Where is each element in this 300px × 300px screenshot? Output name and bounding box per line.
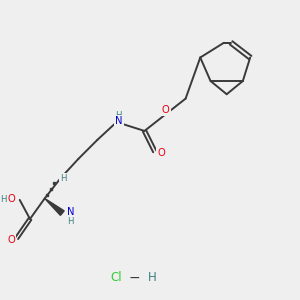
- Text: H: H: [0, 195, 7, 204]
- Text: −: −: [128, 271, 140, 285]
- Text: O: O: [8, 236, 15, 245]
- Text: O: O: [157, 148, 165, 158]
- Text: H: H: [67, 217, 74, 226]
- Text: O: O: [162, 105, 170, 116]
- Polygon shape: [45, 198, 64, 215]
- Text: H: H: [60, 174, 66, 183]
- Text: H: H: [115, 111, 121, 120]
- Text: Cl: Cl: [111, 271, 122, 284]
- Text: N: N: [67, 207, 74, 217]
- Text: H: H: [148, 271, 156, 284]
- Text: O: O: [8, 194, 15, 204]
- Text: N: N: [115, 116, 123, 126]
